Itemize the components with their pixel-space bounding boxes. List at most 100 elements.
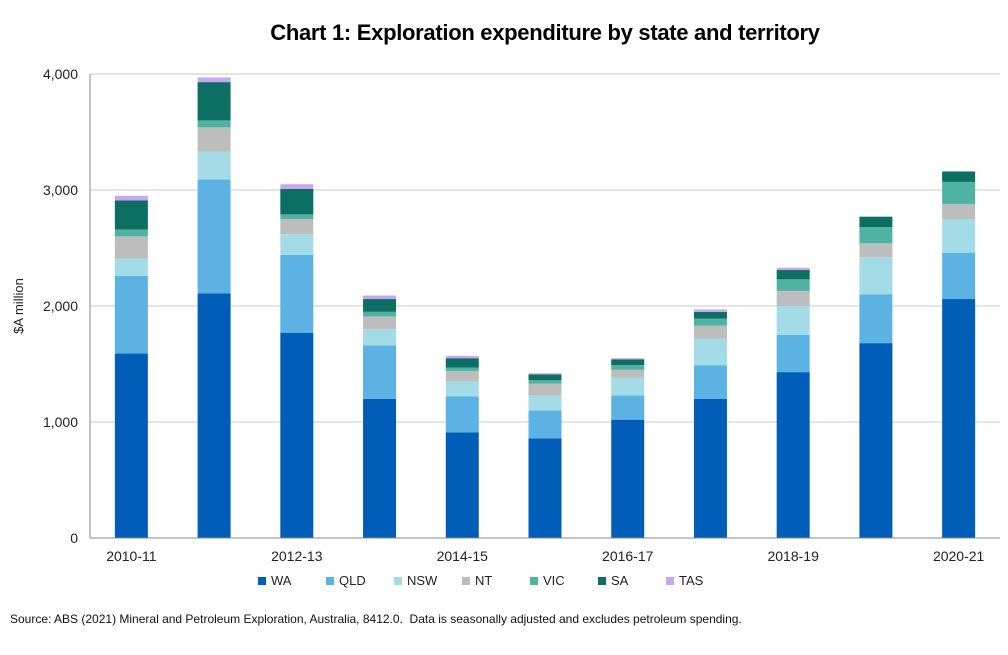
legend-swatch-qld (326, 577, 334, 585)
bar-segment-vic (363, 311, 397, 317)
bar-segment-tas (528, 373, 562, 375)
bar-segment-nsw (942, 219, 976, 253)
bar-segment-wa (859, 343, 893, 538)
bar-segment-wa (776, 372, 810, 538)
legend-label-nt: NT (475, 573, 492, 588)
legend-label-tas: TAS (679, 573, 704, 588)
bar-segment-nt (280, 219, 314, 235)
bar-segment-tas (445, 355, 479, 359)
y-tick-label: 0 (70, 530, 78, 546)
x-tick-label: 2020-21 (933, 548, 985, 564)
legend-swatch-vic (530, 577, 538, 585)
bar-segment-nt (528, 383, 562, 396)
y-tick-label: 3,000 (43, 182, 78, 198)
bar-segment-vic (859, 227, 893, 244)
x-tick-label: 2016-17 (602, 548, 654, 564)
bar-segment-nt (693, 325, 727, 339)
y-tick-label: 1,000 (43, 414, 78, 430)
legend-label-sa: SA (611, 573, 629, 588)
y-tick-label: 4,000 (43, 66, 78, 82)
bar-segment-nsw (693, 338, 727, 366)
bar-segment-sa (445, 358, 479, 368)
bar-segment-qld (114, 275, 148, 354)
bar-segment-nt (197, 127, 231, 152)
bar-segment-nt (114, 236, 148, 259)
x-tick-label: 2018-19 (767, 548, 819, 564)
bar-segment-sa (693, 311, 727, 319)
source-note: Source: ABS (2021) Mineral and Petroleum… (10, 612, 742, 626)
bar-segment-nsw (445, 381, 479, 397)
bar-segment-vic (942, 181, 976, 204)
bar-segment-tas (114, 195, 148, 201)
bar-segment-vic (611, 365, 645, 370)
bar-segment-vic (445, 367, 479, 371)
y-tick-labels: 0 1,000 2,000 3,000 4,000 (43, 66, 78, 546)
bar-segment-vic (114, 229, 148, 237)
bar-segment-nsw (280, 234, 314, 255)
chart-title: Chart 1: Exploration expenditure by stat… (270, 20, 820, 45)
bar-segment-qld (528, 410, 562, 439)
bar-segment-wa (693, 398, 727, 538)
bar-segment-vic (280, 214, 314, 219)
y-tick-label: 2,000 (43, 298, 78, 314)
legend-swatch-wa (258, 577, 266, 585)
bar-segment-sa (776, 270, 810, 280)
bar-segment-nsw (197, 151, 231, 180)
legend-swatch-tas (666, 577, 674, 585)
bar-segment-vic (693, 318, 727, 326)
bar-segment-sa (942, 171, 976, 182)
bar-segment-sa (114, 200, 148, 230)
bar-segment-qld (693, 365, 727, 399)
legend: WA QLD NSW NT VIC SA TAS (258, 573, 704, 588)
bar-segment-nt (776, 290, 810, 306)
legend-swatch-nt (462, 577, 470, 585)
bar-segment-qld (611, 395, 645, 420)
bars (114, 77, 976, 538)
bar-segment-wa (197, 293, 231, 538)
bar-segment-nt (363, 316, 397, 330)
gridlines (90, 73, 1000, 423)
bar-segment-qld (363, 345, 397, 399)
bar-segment-tas (197, 77, 231, 83)
legend-label-vic: VIC (543, 573, 565, 588)
bar-segment-vic (528, 380, 562, 384)
x-tick-label: 2014-15 (437, 548, 489, 564)
bar-segment-nsw (859, 257, 893, 295)
bar-segment-vic (197, 120, 231, 128)
bar-segment-nsw (363, 329, 397, 346)
x-tick-label: 2010-11 (106, 548, 157, 564)
y-axis-label: $A million (11, 278, 26, 334)
bar-segment-sa (363, 299, 397, 312)
bar-segment-nt (611, 369, 645, 378)
bar-segment-wa (611, 419, 645, 538)
bar-segment-wa (445, 432, 479, 538)
bar-segment-nsw (776, 306, 810, 335)
bar-segment-tas (363, 295, 397, 300)
bar-segment-nsw (611, 377, 645, 396)
bar-segment-qld (197, 179, 231, 294)
bar-segment-nt (859, 243, 893, 258)
legend-label-qld: QLD (339, 573, 366, 588)
legend-swatch-nsw (394, 577, 402, 585)
bar-segment-sa (197, 82, 231, 121)
legend-swatch-sa (598, 577, 606, 585)
bar-segment-tas (280, 184, 314, 189)
bar-segment-vic (776, 279, 810, 291)
bar-segment-tas (611, 358, 645, 360)
bar-segment-nsw (114, 258, 148, 276)
legend-label-wa: WA (271, 573, 292, 588)
bar-segment-tas (776, 267, 810, 271)
legend-label-nsw: NSW (407, 573, 438, 588)
bar-segment-qld (859, 294, 893, 344)
bar-segment-wa (363, 398, 397, 538)
bar-segment-wa (114, 353, 148, 538)
bar-segment-tas (693, 309, 727, 312)
x-tick-label: 2012-13 (271, 548, 323, 564)
axes (89, 74, 1000, 539)
bar-segment-nt (942, 203, 976, 219)
bar-segment-nt (445, 370, 479, 382)
bar-segment-qld (280, 254, 314, 333)
bar-segment-sa (611, 359, 645, 366)
bar-segment-sa (528, 374, 562, 381)
